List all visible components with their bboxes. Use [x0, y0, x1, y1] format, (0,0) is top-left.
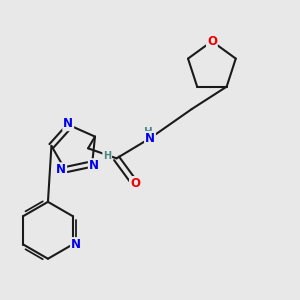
Text: O: O — [130, 177, 140, 190]
Text: H: H — [144, 127, 153, 137]
Text: N: N — [71, 238, 81, 251]
Text: N: N — [145, 132, 155, 145]
Text: N: N — [56, 163, 66, 176]
Text: O: O — [207, 35, 217, 48]
Text: N: N — [63, 117, 73, 130]
Text: N: N — [89, 159, 99, 172]
Text: H: H — [103, 151, 111, 160]
